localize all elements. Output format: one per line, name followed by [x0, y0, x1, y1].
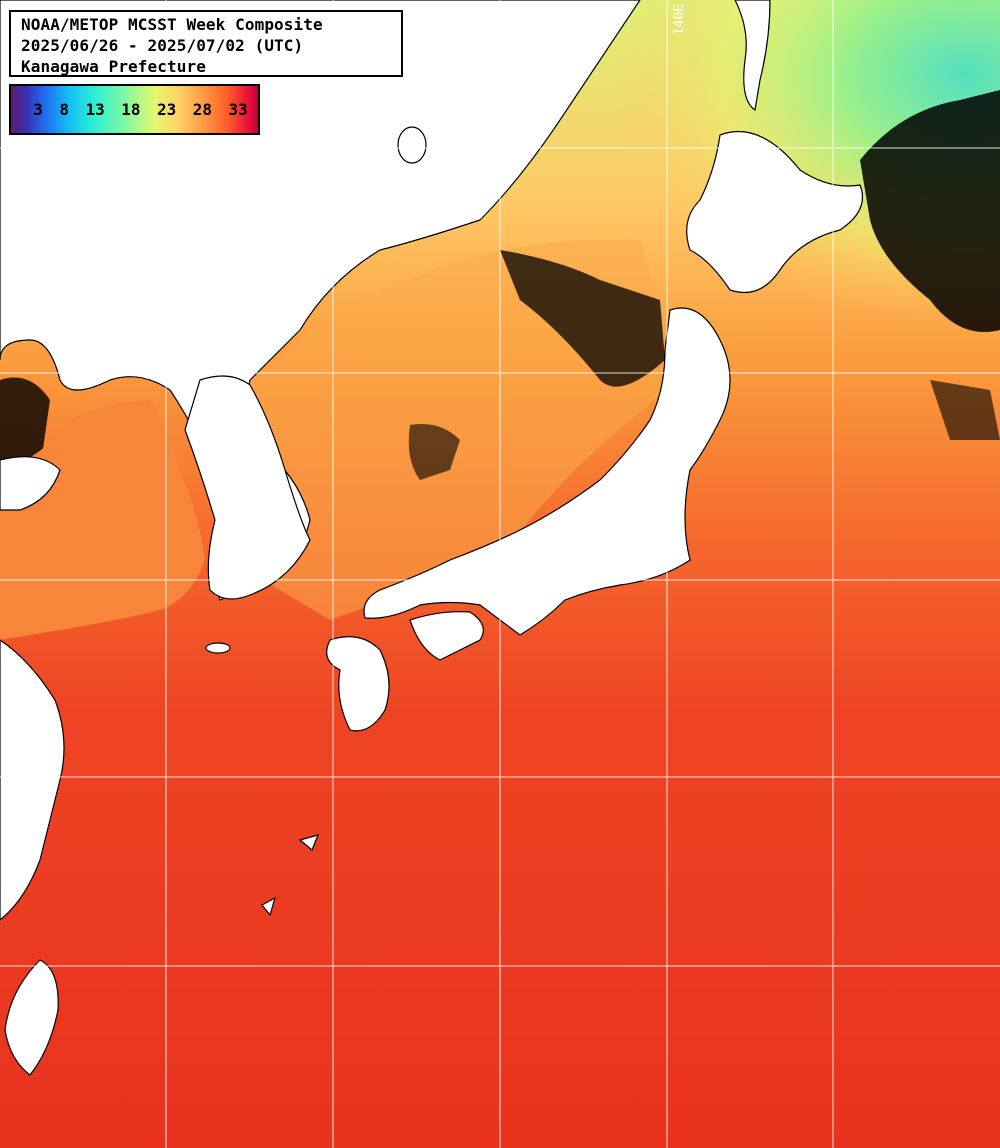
- jeju-island: [205, 642, 231, 654]
- okinawa: [298, 834, 320, 851]
- kyushu: [326, 636, 390, 732]
- legend-tick: 18: [121, 100, 141, 119]
- legend-tick: 13: [85, 100, 105, 119]
- date-range: 2025/06/26 - 2025/07/02 (UTC): [21, 36, 304, 55]
- color-scale-legend: 3 8 13 18 23 28 33: [9, 84, 260, 135]
- legend-tick: 8: [59, 100, 69, 119]
- ryukyu-isle: [261, 896, 276, 917]
- sakhalin: [734, 0, 771, 112]
- sado-island: [397, 126, 427, 164]
- korea: [184, 375, 311, 600]
- lon-label-120: 120E: [18, 760, 50, 775]
- china-coast: [0, 639, 65, 921]
- product-title: NOAA/METOP MCSST Week Composite: [21, 15, 323, 34]
- shandong: [0, 456, 61, 511]
- shikoku: [409, 611, 484, 661]
- legend-tick: 28: [192, 100, 212, 119]
- legend-tick: 23: [156, 100, 177, 119]
- region-name: Kanagawa Prefecture: [21, 57, 206, 76]
- hokkaido: [686, 131, 864, 294]
- land: [0, 0, 864, 1076]
- legend-tick: 3: [33, 100, 43, 119]
- legend-tick: 33: [228, 100, 248, 119]
- lon-label-140: 140E: [672, 4, 687, 36]
- title-box: NOAA/METOP MCSST Week Composite 2025/06/…: [9, 10, 403, 77]
- taiwan: [4, 959, 59, 1076]
- honshu: [363, 307, 731, 636]
